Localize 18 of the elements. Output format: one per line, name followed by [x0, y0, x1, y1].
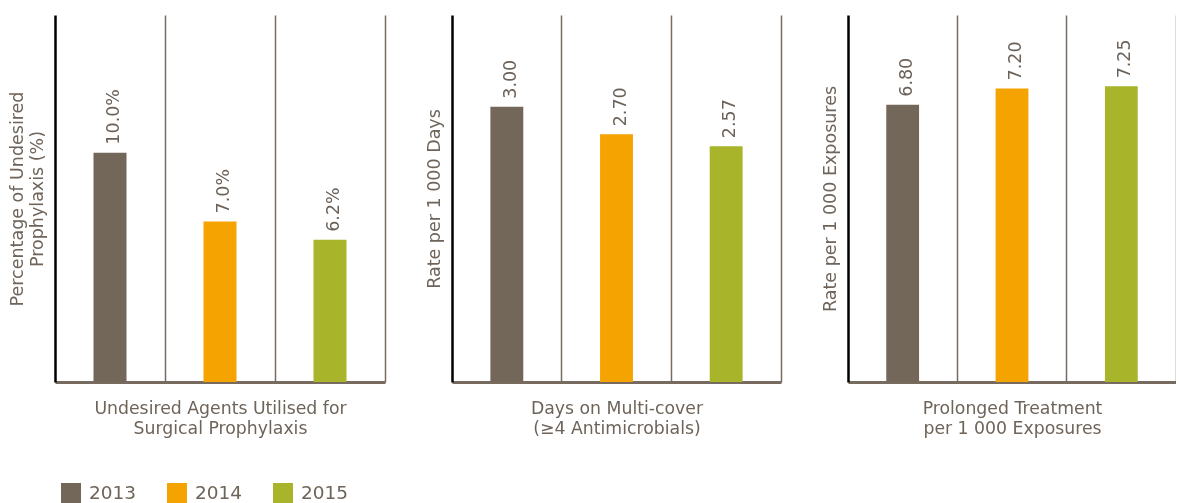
data-label: 3.00	[499, 59, 520, 99]
y-axis-title: Percentage of Undesired Prophylaxis (%)	[6, 91, 47, 307]
data-label: 2.57	[719, 99, 740, 139]
x-axis-title: Prolonged Treatment per 1 000 Exposures	[922, 397, 1103, 438]
data-label: 6.2%	[323, 187, 343, 232]
y-axis-title: Rate per 1 000 Exposures	[819, 85, 840, 313]
x-axis-title: Days on Multi-cover (≥4 Antimicrobials)	[530, 397, 704, 438]
y-axis-title: Rate per 1 000 Days	[423, 109, 444, 289]
data-label: 7.20	[1005, 41, 1025, 81]
data-label: 2.70	[609, 87, 630, 127]
data-label: 7.25	[1114, 39, 1135, 79]
legend-label: 2013	[89, 482, 137, 503]
x-axis-title: Undesired Agents Utilised for Surgical Prophylaxis	[94, 397, 348, 438]
data-label: 10.0%	[103, 89, 123, 145]
data-label: 6.80	[895, 57, 916, 97]
legend-label: 2014	[195, 482, 243, 503]
legend-label: 2015	[301, 482, 349, 503]
data-label: 7.0%	[213, 168, 233, 214]
